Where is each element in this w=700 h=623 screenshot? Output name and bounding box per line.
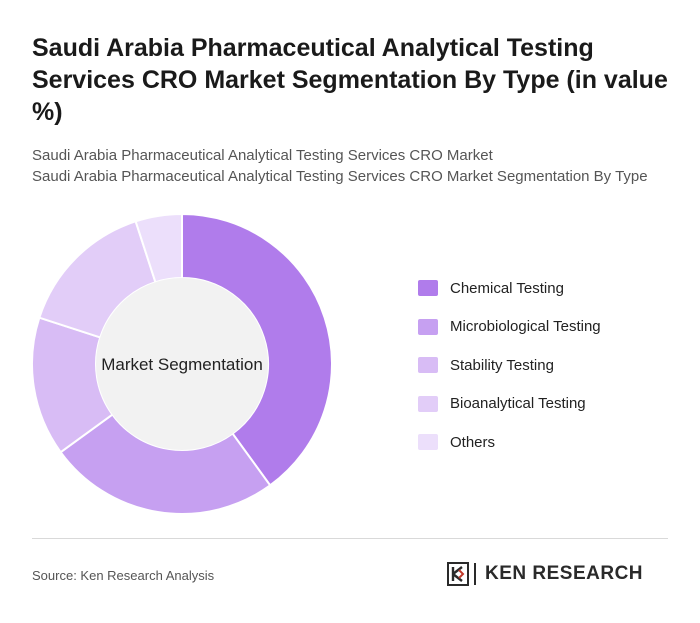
- legend-swatch: [418, 434, 438, 450]
- legend-label: Chemical Testing: [450, 279, 564, 297]
- legend-label: Others: [450, 433, 496, 451]
- subtitle-line-2: Saudi Arabia Pharmaceutical Analytical T…: [32, 168, 648, 185]
- donut-center: [96, 278, 268, 450]
- footer-divider: [32, 538, 668, 539]
- legend-label: Stability Testing: [450, 356, 554, 374]
- chart-legend: Chemical Testing Microbiological Testing S…: [418, 278, 601, 471]
- legend-item-others: Others: [418, 432, 601, 452]
- donut-center-label: Market Segmentation: [101, 355, 263, 374]
- legend-item-stability-testing: Stability Testing: [418, 355, 601, 375]
- logo-text: KEN RESEARCH: [485, 563, 644, 584]
- subtitle-line-1: Saudi Arabia Pharmaceutical Analytical T…: [32, 147, 493, 164]
- legend-swatch: [418, 395, 438, 412]
- legend-label: Microbiological Testing: [450, 318, 601, 335]
- chart-subtitle: Saudi Arabia Pharmaceutical Analytical T…: [32, 145, 682, 187]
- legend-item-chemical-testing: Chemical Testing: [418, 278, 601, 298]
- ken-research-logo-mark-icon: [447, 562, 469, 586]
- legend-swatch: [418, 318, 438, 335]
- legend-swatch: [418, 357, 438, 373]
- legend-swatch: [418, 280, 438, 296]
- chart-title: Saudi Arabia Pharmaceutical Analytical T…: [32, 34, 668, 126]
- source-note: Source: Ken Research Analysis: [32, 568, 215, 583]
- donut-chart: Market Segmentation: [31, 212, 333, 515]
- logo-separator: [474, 563, 476, 585]
- legend-item-bioanalytical-testing: Bioanalytical Testing: [418, 394, 601, 414]
- legend-item-microbiological-testing: Microbiological Testing: [418, 317, 601, 337]
- ken-research-logo: KEN RESEARCH: [447, 562, 643, 586]
- legend-label: Bioanalytical Testing: [450, 395, 586, 412]
